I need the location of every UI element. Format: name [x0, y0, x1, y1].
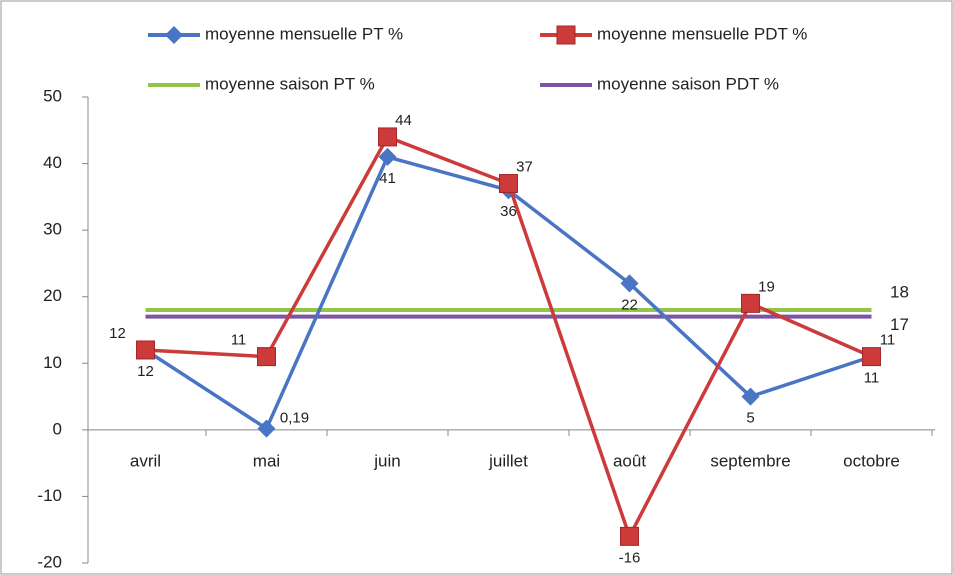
marker — [499, 174, 518, 194]
marker — [165, 26, 183, 44]
marker — [741, 387, 760, 406]
x-tick-label: septembre — [710, 451, 790, 470]
x-tick-label: juin — [373, 451, 400, 470]
reference-label: 17 — [890, 315, 909, 334]
marker — [862, 347, 881, 367]
data-label: 41 — [379, 170, 396, 187]
legend-label: moyenne saison PT % — [205, 74, 375, 93]
marker — [257, 419, 276, 438]
data-label: 11 — [880, 332, 896, 349]
marker — [556, 25, 576, 45]
marker — [378, 147, 397, 166]
data-label: 36 — [500, 203, 517, 220]
legend-label: moyenne mensuelle PT % — [205, 24, 403, 43]
data-label: 11 — [231, 332, 247, 349]
y-tick-label: 40 — [43, 153, 62, 172]
data-label: 5 — [746, 410, 754, 427]
y-tick-label: -10 — [37, 486, 62, 505]
x-tick-label: août — [613, 451, 646, 470]
y-tick-label: 0 — [53, 419, 62, 438]
x-tick-label: juillet — [488, 451, 528, 470]
marker — [136, 340, 155, 360]
y-tick-label: 30 — [43, 220, 62, 239]
marker — [741, 293, 760, 313]
data-label: 12 — [109, 325, 126, 342]
data-label: 19 — [758, 278, 775, 295]
data-label: 44 — [395, 112, 412, 129]
marker — [257, 347, 276, 367]
marker — [378, 127, 397, 147]
legend-label: moyenne saison PDT % — [597, 74, 779, 93]
y-tick-label: 20 — [43, 286, 62, 305]
data-label: 22 — [621, 296, 638, 313]
data-label: -16 — [619, 549, 641, 566]
data-label: 0,19 — [280, 410, 309, 427]
x-tick-label: mai — [253, 451, 280, 470]
y-tick-label: 10 — [43, 353, 62, 372]
data-label: 37 — [516, 159, 533, 176]
marker — [620, 274, 639, 293]
x-tick-label: avril — [130, 451, 161, 470]
x-tick-label: octobre — [843, 451, 900, 470]
legend-label: moyenne mensuelle PDT % — [597, 24, 807, 43]
y-tick-label: -20 — [37, 552, 62, 571]
marker — [620, 526, 639, 546]
data-label: 11 — [864, 370, 880, 387]
y-tick-label: 50 — [43, 86, 62, 105]
data-label: 12 — [137, 363, 154, 380]
reference-label: 18 — [890, 283, 909, 302]
